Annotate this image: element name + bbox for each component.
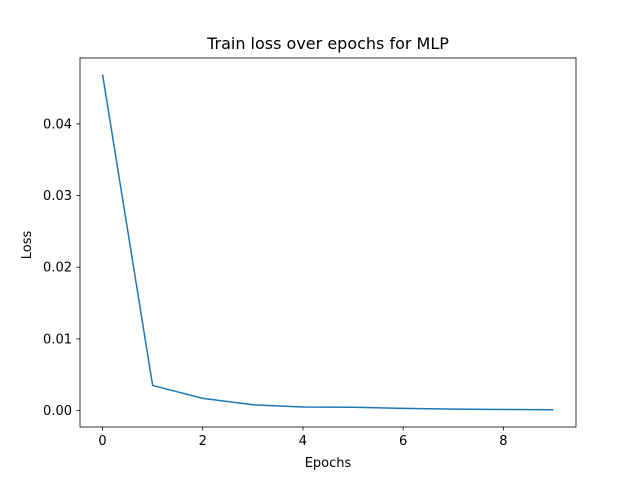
x-tick-label: 2 [199,434,207,449]
y-tick-label: 0.01 [43,332,72,347]
y-tick-label: 0.02 [43,261,72,276]
x-tick-label: 6 [399,434,407,449]
y-tick-label: 0.04 [43,117,72,132]
y-tick-label: 0.03 [43,189,72,204]
x-tick-label: 8 [499,434,507,449]
chart-title: Train loss over epochs for MLP [206,34,449,53]
series-line-0 [101,74,554,411]
x-axis-label: Epochs [305,456,352,471]
x-tick-label: 0 [98,434,106,449]
y-tick-label: 0.00 [43,404,72,419]
plot-area [101,74,554,411]
x-tick-label: 4 [299,434,307,449]
y-axis-label: Loss [20,231,35,260]
plot-frame [79,57,577,428]
axes: 0 2 4 6 8 0.00 0.01 0.02 0.03 0.04 [43,57,577,449]
